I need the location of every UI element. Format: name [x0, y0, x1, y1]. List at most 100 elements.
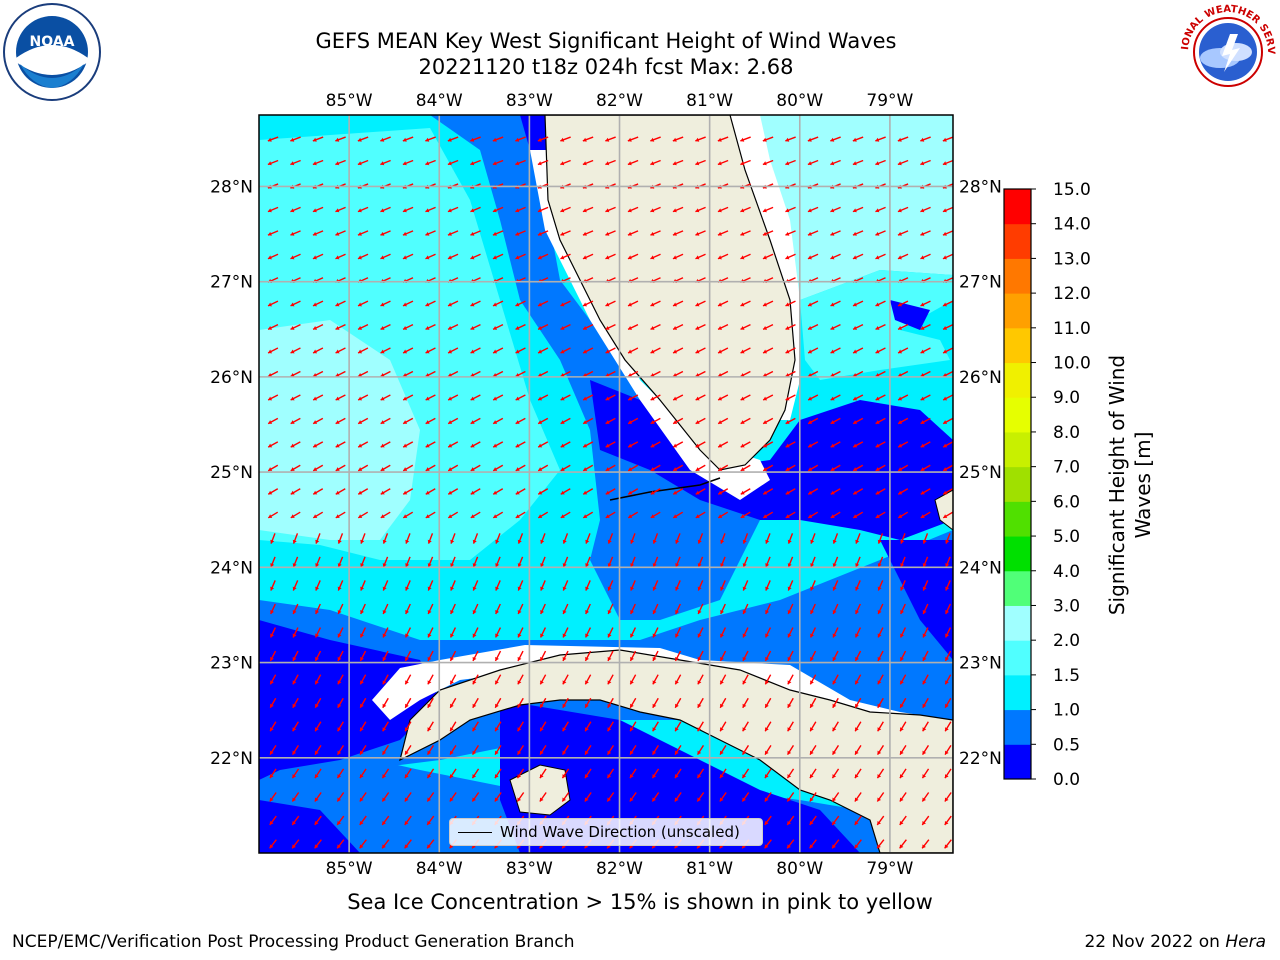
colorbar-bin [1004, 744, 1031, 780]
wave-direction-arrow [515, 488, 526, 495]
colorbar-tick-label: 13.0 [1053, 249, 1091, 269]
wave-direction-arrow [875, 394, 886, 401]
wave-direction-arrow [785, 417, 796, 425]
wave-direction-arrow [695, 159, 706, 166]
wave-direction-arrow [470, 136, 481, 142]
wave-direction-arrow [921, 839, 930, 849]
legend-label: Wind Wave Direction (unscaled) [500, 823, 740, 841]
wave-direction-arrow [267, 441, 279, 448]
wave-direction-arrow [920, 347, 931, 354]
wave-direction-arrow [942, 206, 953, 213]
wave-direction-arrow [785, 230, 796, 236]
wave-direction-arrow [807, 394, 819, 401]
wave-direction-arrow [380, 253, 391, 260]
colorbar-bin [1004, 223, 1031, 259]
colorbar-bin [1004, 189, 1031, 225]
wave-direction-arrow [627, 300, 639, 307]
wave-direction-arrow [312, 511, 324, 519]
wave-direction-arrow [627, 136, 639, 142]
wave-direction-arrow [785, 159, 796, 166]
wave-direction-arrow [270, 533, 276, 544]
wave-direction-arrow [470, 511, 481, 519]
wave-direction-arrow [380, 230, 391, 236]
colorbar-label: Significant Height of Wind Waves [m] [1105, 354, 1155, 616]
wave-direction-arrow [877, 650, 884, 662]
wave-direction-arrow [900, 603, 906, 615]
wave-direction-arrow [674, 627, 682, 638]
wave-direction-arrow [585, 580, 591, 591]
wave-direction-arrow [650, 230, 661, 236]
wave-direction-arrow [672, 159, 684, 166]
wave-direction-arrow [697, 533, 704, 544]
wave-direction-arrow [832, 533, 839, 544]
wave-direction-arrow [852, 136, 864, 142]
wave-direction-arrow [786, 815, 795, 826]
wave-direction-arrow [381, 815, 390, 826]
wave-direction-arrow [652, 627, 659, 638]
colorbar-tick-label: 0.0 [1053, 770, 1080, 790]
wave-direction-arrow [359, 815, 367, 826]
wave-direction-arrow [585, 533, 591, 544]
wave-direction-arrow [740, 394, 751, 401]
wave-direction-arrow [427, 674, 434, 685]
wave-direction-arrow [650, 323, 661, 331]
wave-direction-arrow [697, 674, 704, 685]
wave-direction-arrow [672, 417, 684, 425]
wave-direction-arrow [315, 603, 321, 615]
wave-direction-arrow [516, 792, 525, 802]
wave-direction-arrow [290, 488, 301, 495]
wave-direction-arrow [875, 300, 886, 307]
wave-direction-arrow [540, 580, 546, 591]
wave-direction-arrow [876, 839, 885, 849]
wave-direction-arrow [830, 206, 841, 213]
wave-direction-arrow [582, 253, 594, 260]
wave-direction-arrow [357, 159, 369, 166]
wave-direction-arrow [650, 347, 661, 354]
wave-direction-arrow [854, 839, 862, 849]
wave-direction-arrow [560, 394, 571, 401]
wave-direction-arrow [877, 556, 884, 568]
wave-direction-arrow [629, 697, 637, 709]
wave-direction-arrow [897, 370, 909, 378]
wave-direction-arrow [312, 159, 324, 166]
wave-direction-arrow [562, 721, 569, 732]
wave-direction-arrow [402, 323, 414, 331]
wave-direction-arrow [492, 417, 504, 425]
wave-direction-arrow [314, 744, 322, 756]
wave-direction-arrow [855, 533, 861, 544]
wave-direction-arrow [897, 159, 909, 166]
wave-direction-arrow [942, 511, 953, 519]
lon-tick-labels-top: 85°W 84°W 83°W 82°W 81°W 80°W 79°W [326, 91, 914, 111]
wave-direction-arrow [875, 370, 886, 378]
colorbar-tick-label: 11.0 [1053, 319, 1091, 339]
wave-direction-arrow [697, 603, 704, 615]
wave-direction-arrow [470, 441, 481, 448]
colorbar-tick-label: 2.0 [1053, 631, 1080, 651]
wave-direction-arrow [672, 300, 684, 307]
wave-direction-arrow [717, 441, 729, 448]
wave-direction-arrow [854, 744, 862, 756]
wave-direction-arrow [292, 650, 299, 662]
wave-direction-arrow [537, 206, 549, 213]
wave-direction-arrow [785, 488, 796, 495]
wave-direction-arrow [717, 347, 729, 354]
wave-direction-arrow [537, 300, 549, 307]
wave-direction-arrow [787, 627, 794, 638]
wave-direction-arrow [852, 347, 864, 354]
wave-direction-arrow [740, 488, 751, 495]
lat-tick-label: 23°N [210, 654, 253, 674]
wave-direction-arrow [787, 603, 794, 615]
wave-direction-arrow [652, 603, 659, 615]
wave-direction-arrow [402, 136, 414, 142]
wave-direction-arrow [472, 697, 479, 709]
colorbar-bin [1004, 605, 1031, 641]
wave-direction-arrow [539, 674, 547, 685]
wave-direction-arrow [516, 768, 525, 779]
wave-direction-arrow [405, 556, 411, 568]
colorbar-bin [1004, 674, 1031, 711]
wave-direction-arrow [312, 230, 324, 236]
wave-direction-arrow [290, 370, 301, 378]
wave-direction-arrow [290, 323, 301, 331]
wave-direction-arrow [741, 744, 750, 756]
